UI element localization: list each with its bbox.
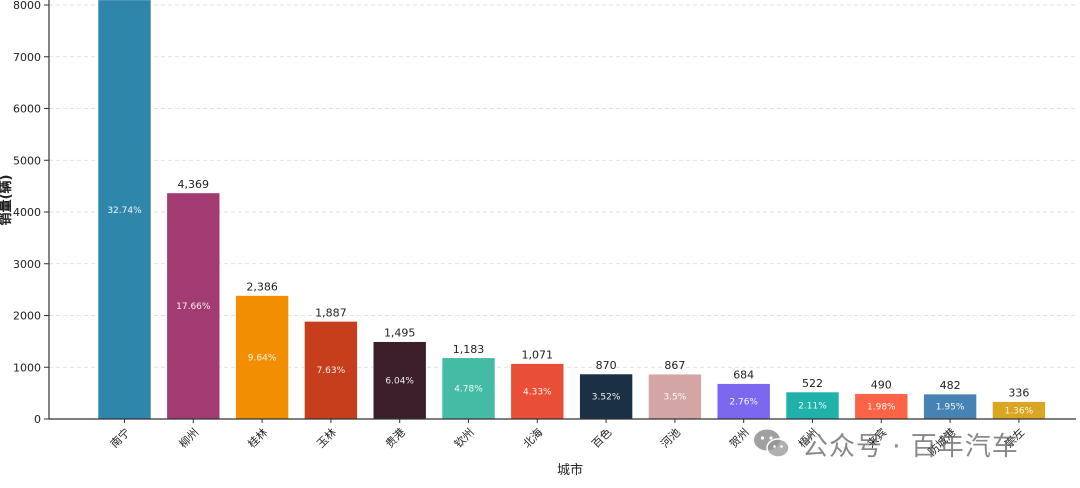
bar-percent-label: 1.36% <box>1005 406 1034 416</box>
bar-value-label: 1,071 <box>522 349 554 362</box>
y-tick-label: 2000 <box>13 310 41 323</box>
y-tick-label: 0 <box>34 413 41 426</box>
bar-percent-label: 4.78% <box>454 384 483 394</box>
x-tick-label: 百色 <box>589 425 614 450</box>
bar-percent-label: 17.66% <box>176 302 211 312</box>
bar-value-label: 2,386 <box>246 281 278 294</box>
y-tick-label: 5000 <box>13 154 41 167</box>
bar <box>579 373 633 420</box>
x-tick-label: 南宁 <box>107 425 132 450</box>
bar <box>648 373 702 420</box>
bar-percent-label: 3.5% <box>663 393 686 403</box>
bar <box>785 391 840 420</box>
bar-value-label: 1,495 <box>384 327 416 340</box>
bar <box>97 0 152 420</box>
bar <box>304 321 358 420</box>
data-labels: 32.74% 4,369 17.66% 2,386 9.64% 1,887 7.63% 1,4… <box>107 178 1033 416</box>
bar-percent-label: 32.74% <box>107 206 142 216</box>
bar-percent-label: 6.04% <box>385 376 414 386</box>
x-tick-label: 柳州 <box>176 425 201 450</box>
x-tick-label: 钦州 <box>452 426 477 451</box>
y-tick-label: 6000 <box>13 103 41 116</box>
bar-value-label: 1,887 <box>315 306 347 319</box>
x-tick-label: 河池 <box>658 426 683 451</box>
bar-value-label: 482 <box>940 379 961 392</box>
bar-value-label: 522 <box>802 377 823 390</box>
bar-percent-label: 1.98% <box>867 402 896 412</box>
bar <box>854 393 909 420</box>
bar <box>235 295 289 420</box>
x-tick-label: 贺州 <box>727 426 752 451</box>
bar <box>372 341 427 420</box>
bar <box>716 383 771 420</box>
bars <box>97 0 1046 420</box>
watermark: 公众号 · 百年汽车 <box>752 424 1019 464</box>
x-tick-label: 桂林 <box>245 425 270 450</box>
bar <box>166 192 221 420</box>
wechat-icon <box>754 429 790 458</box>
x-tick-label: 玉林 <box>314 425 339 450</box>
bar-percent-label: 7.63% <box>317 366 346 376</box>
y-tick-label: 4000 <box>13 206 41 219</box>
bar-percent-label: 4.33% <box>523 387 552 397</box>
x-axis-label: 城市 <box>557 462 583 478</box>
y-tick-label: 3000 <box>13 258 41 271</box>
y-tick-label: 8000 <box>13 0 41 12</box>
bar-value-label: 490 <box>871 379 892 392</box>
bar-value-label: 870 <box>596 359 617 372</box>
gridlines <box>49 4 1076 368</box>
bar-value-label: 684 <box>733 369 754 382</box>
x-tick-label: 北海 <box>520 425 545 450</box>
watermark-text: 公众号 · 百年汽车 <box>802 431 1019 462</box>
bar-value-label: 1,183 <box>453 343 485 356</box>
bar-value-label: 4,369 <box>178 178 210 191</box>
bar-percent-label: 3.52% <box>592 392 621 402</box>
bar-percent-label: 2.11% <box>798 401 827 411</box>
x-tick-label: 贵港 <box>383 426 408 451</box>
bar <box>923 393 977 420</box>
bar-value-label: 867 <box>664 359 685 372</box>
y-axis-label: 销量(辆) <box>0 175 14 226</box>
bar-value-label: 336 <box>1008 387 1029 400</box>
y-tick-label: 1000 <box>13 361 41 374</box>
bar-percent-label: 2.76% <box>729 397 758 407</box>
bar-percent-label: 9.64% <box>248 353 277 363</box>
y-tick-label: 7000 <box>13 51 41 64</box>
bar-percent-label: 1.95% <box>936 403 965 413</box>
